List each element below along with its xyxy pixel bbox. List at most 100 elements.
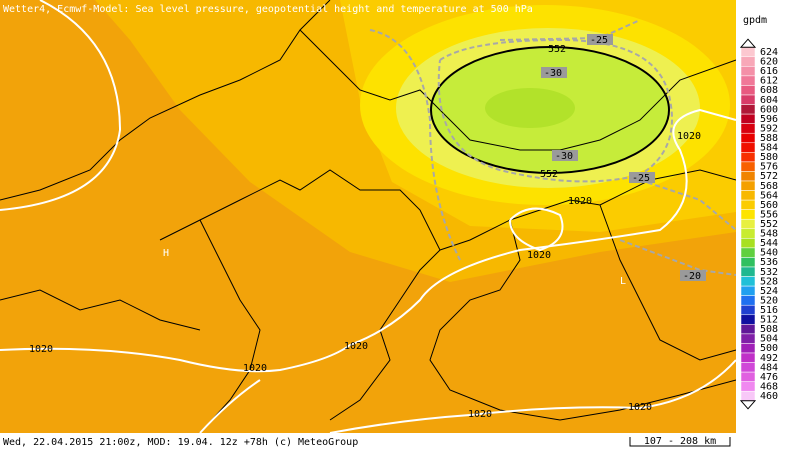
legend-label: 504 [760,334,778,345]
legend-label: 548 [760,229,778,240]
legend-label: 604 [760,95,778,106]
legend-label: 612 [760,76,778,87]
legend-label: 500 [760,343,778,354]
legend-swatch [740,85,756,96]
legend-label: 608 [760,85,778,96]
height-label: 552 [548,44,566,55]
isobars [0,0,737,373]
pressure-label: 1020 [628,402,652,413]
legend-swatch [740,94,756,105]
legend-label: 616 [760,66,778,77]
legend-swatch [740,324,756,335]
legend-label: 468 [760,381,778,392]
legend-label: 520 [760,295,778,306]
legend-swatch [740,113,756,124]
legend-label: 596 [760,114,778,125]
legend-swatch [740,352,756,363]
pressure-label: 1020 [344,341,368,352]
legend-label: 512 [760,315,778,326]
legend-arrow [739,400,757,410]
legend-swatch [740,75,756,86]
legend-swatch [740,218,756,230]
pressure-label: 1020 [468,409,492,420]
legend-label: 492 [760,353,778,364]
legend-label: 624 [760,47,778,58]
legend-label: 544 [760,238,778,249]
legend-label: 532 [760,267,778,278]
legend-label: 568 [760,181,778,192]
legend-swatch [740,161,756,172]
legend-swatch [740,199,756,210]
legend-label: 584 [760,143,778,154]
legend-swatch [740,190,756,201]
legend-unit: gpdm [743,15,767,26]
legend-swatch [740,304,756,316]
legend-arrow [739,38,757,48]
legend-swatch [740,123,756,134]
legend-label: 580 [760,152,778,163]
legend-swatch [740,152,756,163]
legend-swatch [740,247,756,258]
legend-swatch [740,142,756,153]
label-boxes [541,34,706,281]
legend-label: 540 [760,248,778,259]
scale-bar [629,437,731,447]
temp-label: -20 [683,271,701,282]
map-area: 552 -25 -30 1020 -30 552 -25 1020 1020 -… [0,0,737,434]
legend-swatch [740,266,756,277]
pressure-label: 1020 [29,344,53,355]
legend-swatch [740,238,756,249]
legend-label: 508 [760,324,778,335]
legend-swatch [740,56,756,67]
legend-label: 572 [760,171,778,182]
legend-label: 564 [760,190,778,201]
legend-label: 524 [760,286,778,297]
legend-label: 576 [760,162,778,173]
pressure-label: 1020 [677,131,701,142]
legend-label: 476 [760,372,778,383]
footer [0,433,800,450]
pressure-label: 1020 [527,250,551,261]
height-label: 552 [540,169,558,180]
temp-label: -30 [544,68,562,79]
legend-label: 516 [760,305,778,316]
legend-swatch [740,362,756,373]
legend-label: 600 [760,104,778,115]
legend-swatch [740,295,756,306]
scale-label: 107 - 208 km [644,436,716,447]
legend-swatch [740,333,756,344]
legend-label: 460 [760,391,778,402]
legend-label: 592 [760,123,778,134]
legend-swatch [740,285,756,296]
legend-label: 536 [760,257,778,268]
legend-swatch [740,390,756,402]
temp-label: -30 [555,151,573,162]
map-title: Wetter4, Ecmwf-Model: Sea level pressure… [3,4,533,15]
legend-swatch [740,343,756,354]
low-marker: L [620,276,626,287]
temp-label: -25 [632,173,650,184]
legend-swatch [740,257,756,268]
pressure-label: 1020 [243,363,267,374]
legend-swatch [740,104,756,115]
temp-label: -25 [590,35,608,46]
legend-label: 528 [760,276,778,287]
legend-label: 560 [760,200,778,211]
legend-swatch [740,228,756,239]
legend-swatch [740,381,756,392]
legend-swatch [740,276,756,287]
legend-swatch [740,314,756,325]
pressure-label: 1020 [568,196,592,207]
legend: 6246206166126086046005965925885845805765… [739,38,778,410]
legend-swatch [740,66,756,77]
legend-swatch [740,209,756,220]
legend-swatch [740,132,756,144]
legend-label: 556 [760,209,778,220]
legend-label: 484 [760,362,778,373]
field-544 [485,88,575,128]
legend-swatch [740,371,756,382]
footer-info: Wed, 22.04.2015 21:00z, MOD: 19.04. 12z … [3,437,358,448]
legend-label: 620 [760,57,778,68]
